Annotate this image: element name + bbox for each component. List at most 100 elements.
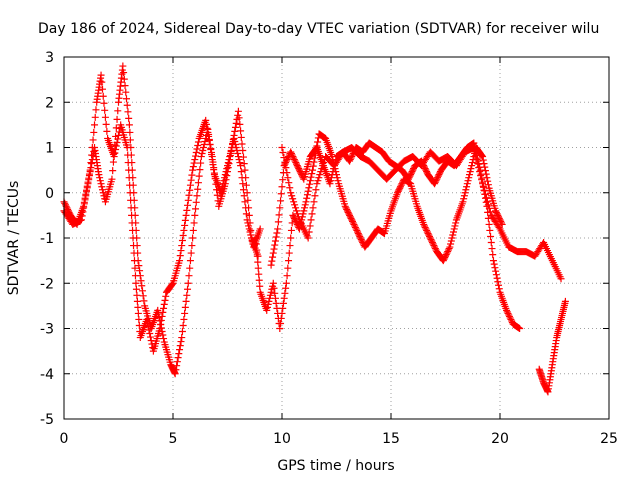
data-point	[113, 115, 121, 123]
data-point	[289, 153, 297, 161]
data-point	[353, 226, 361, 234]
data-point	[505, 311, 513, 319]
data-point	[178, 328, 186, 336]
data-point	[225, 156, 233, 164]
data-point	[483, 197, 491, 205]
x-tick-label: 15	[382, 431, 400, 447]
data-point	[206, 140, 214, 148]
data-point	[431, 178, 439, 186]
data-point	[327, 177, 335, 185]
data-point	[157, 324, 165, 332]
data-point	[191, 156, 199, 164]
data-point	[350, 220, 358, 228]
data-point	[77, 216, 85, 224]
data-point	[355, 231, 363, 239]
data-point	[343, 207, 351, 215]
data-point	[234, 150, 242, 158]
data-point	[159, 331, 167, 339]
data-point	[315, 174, 323, 182]
data-point	[200, 144, 208, 151]
data-point	[181, 303, 189, 311]
data-point	[208, 156, 216, 164]
data-point	[188, 171, 196, 179]
data-point	[112, 146, 120, 154]
data-point	[189, 234, 197, 242]
data-point	[226, 153, 234, 161]
data-point	[222, 168, 230, 176]
x-tick-label: 5	[169, 431, 178, 447]
y-tick-label: 2	[45, 95, 54, 111]
data-point	[176, 342, 184, 350]
data-point	[241, 198, 249, 206]
data-point	[479, 156, 487, 164]
data-point	[442, 251, 450, 259]
data-point	[162, 292, 170, 300]
data-point	[294, 213, 302, 221]
data-point	[254, 258, 262, 266]
data-point	[98, 78, 106, 86]
data-point	[427, 236, 435, 244]
data-point	[287, 189, 295, 197]
x-tick-label: 0	[60, 431, 69, 447]
data-point	[177, 338, 185, 346]
data-point	[265, 297, 273, 305]
data-point	[354, 229, 362, 237]
data-point	[281, 159, 289, 167]
data-point	[284, 174, 292, 182]
data-point	[493, 274, 501, 282]
data-point	[120, 69, 128, 77]
data-point	[202, 134, 210, 142]
data-point	[304, 234, 312, 242]
x-axis-label: GPS time / hours	[277, 458, 394, 474]
data-point	[286, 242, 294, 250]
data-point	[481, 190, 489, 198]
data-point	[161, 296, 169, 304]
data-point	[183, 206, 191, 214]
data-point	[275, 211, 283, 219]
data-point	[253, 246, 261, 254]
data-point	[346, 211, 354, 219]
data-point	[397, 181, 405, 189]
data-point	[294, 163, 302, 171]
data-point	[270, 245, 278, 253]
data-point	[224, 162, 231, 170]
data-point	[406, 172, 414, 180]
data-point	[327, 174, 335, 182]
data-point	[252, 240, 260, 248]
data-point	[345, 210, 353, 218]
data-point	[493, 210, 501, 218]
data-point	[486, 226, 494, 234]
data-point	[351, 223, 359, 231]
data-point	[354, 228, 362, 236]
data-point	[398, 180, 406, 188]
data-point	[432, 177, 440, 185]
data-point	[358, 237, 366, 245]
data-point	[431, 245, 439, 253]
data-point	[175, 350, 183, 358]
data-point	[191, 211, 199, 219]
data-point	[135, 262, 143, 270]
data-point	[269, 253, 277, 261]
data-point	[503, 308, 511, 316]
data-point	[475, 164, 483, 172]
gridlines	[64, 57, 609, 419]
data-point	[440, 255, 448, 263]
data-point	[472, 152, 480, 160]
data-point	[160, 304, 168, 312]
data-point	[504, 309, 512, 317]
data-point	[237, 127, 245, 135]
data-point	[285, 249, 293, 257]
data-point	[176, 252, 184, 260]
data-point	[431, 180, 439, 188]
data-point	[111, 141, 119, 149]
data-point	[276, 204, 284, 212]
data-point	[277, 319, 285, 327]
data-point	[310, 198, 318, 206]
data-point	[468, 162, 476, 170]
data-point	[108, 175, 116, 183]
data-point	[81, 196, 89, 204]
data-point	[285, 257, 293, 265]
data-point	[241, 166, 249, 174]
data-point	[134, 309, 142, 317]
data-point	[396, 183, 404, 191]
